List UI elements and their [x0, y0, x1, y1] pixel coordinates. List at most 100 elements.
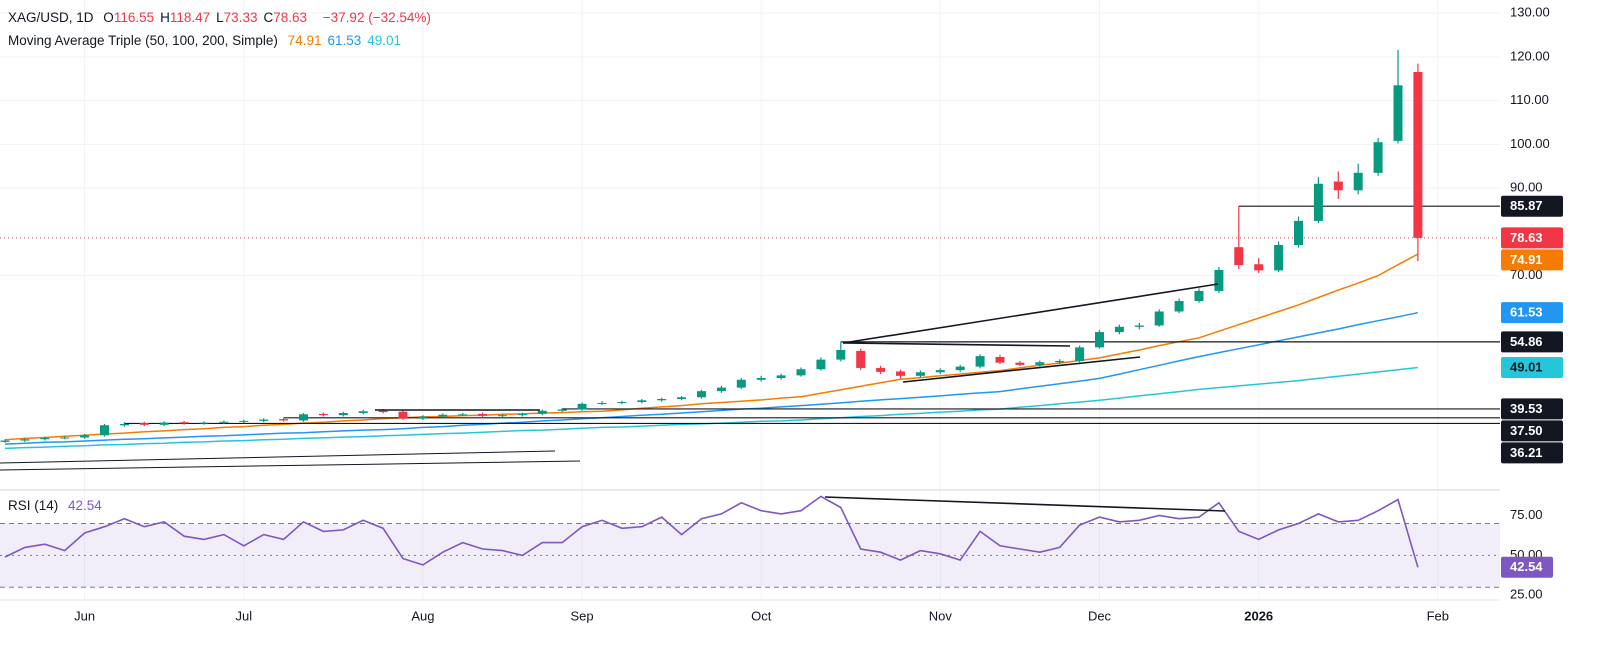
candle-body	[1353, 172, 1363, 191]
candle-body	[1174, 301, 1184, 312]
price-label: 37.50	[1510, 423, 1543, 438]
ma-label: Moving Average Triple (50, 100, 200, Sim…	[8, 33, 278, 48]
candle-body	[955, 366, 965, 371]
rsi-line	[4, 495, 1419, 568]
candle-body	[856, 350, 866, 368]
candle-body	[398, 411, 408, 419]
candle-body	[80, 435, 90, 438]
price-label: 61.53	[1510, 305, 1543, 320]
candle-body	[478, 413, 488, 416]
candle-body	[20, 439, 30, 441]
x-tick-label: 2026	[1244, 608, 1273, 623]
x-tick-label: Jul	[235, 608, 252, 623]
trendline	[824, 496, 1226, 512]
candle-body	[179, 422, 189, 424]
candle-body	[836, 350, 846, 360]
ohlc-value: 118.47	[169, 10, 211, 25]
candle-body	[199, 422, 209, 424]
x-tick-label: Oct	[751, 608, 772, 623]
ma-value: 74.91	[287, 33, 322, 48]
candle-body	[915, 372, 925, 376]
candle-body	[677, 397, 687, 399]
candle-body	[358, 411, 368, 413]
ohlc-key: H	[160, 10, 170, 25]
y-tick-label: 90.00	[1510, 180, 1543, 195]
price-label-box	[1501, 398, 1563, 420]
candle-body	[1333, 181, 1343, 191]
price-label-box	[1501, 356, 1563, 378]
ohlc-value: 116.55	[113, 10, 155, 25]
candle-body	[935, 370, 945, 373]
ohlc-key: C	[263, 10, 274, 25]
candle-body	[816, 359, 826, 370]
trendline	[0, 460, 581, 471]
candle-body	[637, 400, 647, 403]
candle-body	[1035, 362, 1045, 365]
candle-body	[796, 369, 806, 376]
candle-body	[597, 402, 607, 404]
moving-average	[4, 253, 1419, 441]
candle-body	[1254, 264, 1264, 271]
candle-body	[318, 413, 328, 416]
candle-body	[1373, 142, 1383, 173]
candle-body	[219, 421, 229, 423]
price-label-box	[1501, 331, 1563, 353]
candle-body	[338, 413, 348, 416]
candle-body	[279, 419, 289, 421]
candle-body	[896, 371, 905, 376]
rsi-price-label: 42.54	[1510, 559, 1543, 574]
price-label-box	[1501, 249, 1563, 271]
grid	[0, 0, 1500, 600]
change: −37.92 (−32.54%)	[322, 10, 431, 25]
y-tick-label: 120.00	[1510, 48, 1550, 63]
price-label: 78.63	[1510, 230, 1543, 245]
candle-body	[1055, 360, 1065, 363]
candle-body	[1015, 362, 1025, 365]
candle-body	[1274, 245, 1284, 271]
rsi-legend: RSI (14) 42.54	[8, 498, 108, 513]
price-axis-bg	[1500, 0, 1606, 649]
price-label: 39.53	[1510, 401, 1543, 416]
candle-body	[1154, 311, 1164, 326]
price-label-box	[1501, 195, 1563, 217]
candle-body	[1294, 220, 1303, 245]
rsi-label: RSI (14)	[8, 498, 59, 513]
x-tick-label: Dec	[1088, 608, 1112, 623]
candle-body	[1114, 326, 1124, 333]
x-tick-label: Sep	[571, 608, 594, 623]
x-tick-label: Aug	[411, 608, 434, 623]
price-label-box	[1501, 420, 1563, 442]
candle-body	[458, 414, 468, 416]
candle-body	[577, 403, 587, 410]
ohlc-value: 73.33	[223, 10, 258, 25]
price-label-box	[1501, 302, 1563, 324]
candle-body	[557, 409, 567, 411]
candle-body	[736, 379, 746, 388]
ohlc-key: L	[216, 10, 224, 25]
candle-body	[299, 414, 308, 421]
candle-body	[259, 419, 269, 421]
candle-body	[1214, 269, 1224, 291]
candle-body	[0, 440, 10, 442]
candle-body	[60, 437, 70, 439]
candle-body	[119, 423, 129, 426]
moving-average	[4, 311, 1419, 445]
candle-body	[697, 391, 706, 398]
y-tick-label: 110.00	[1510, 92, 1549, 107]
candle-body	[139, 423, 149, 425]
trendline	[0, 450, 556, 464]
candle-body	[537, 410, 547, 414]
y-tick-label: 100.00	[1510, 136, 1550, 151]
rsi-tick-label: 75.00	[1510, 507, 1543, 522]
candle-body	[1134, 325, 1144, 327]
ma-legend: Moving Average Triple (50, 100, 200, Sim…	[8, 33, 407, 48]
price-label: 85.87	[1510, 198, 1543, 213]
ma-value: 61.53	[327, 33, 362, 48]
candle-body	[1194, 290, 1204, 301]
rsi-label-box	[1501, 556, 1553, 578]
candle-body	[438, 414, 448, 417]
x-tick-label: Feb	[1427, 608, 1449, 623]
